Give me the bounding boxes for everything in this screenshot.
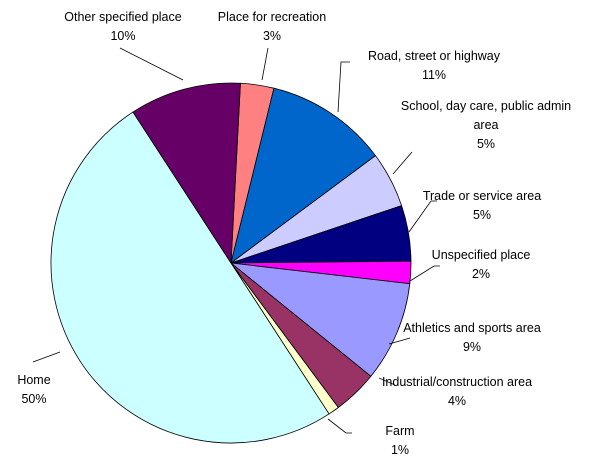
- slice-name: Athletics and sports area: [403, 321, 541, 335]
- slice-value: 5%: [472, 208, 492, 222]
- slice-value: 10%: [110, 29, 136, 43]
- slice-name: Industrial/construction area: [381, 375, 533, 389]
- slice-label: Industrial/construction area 4%: [382, 373, 532, 411]
- pie-slice: [229, 262, 411, 377]
- leader-line: [32, 351, 61, 363]
- leader-line: [408, 200, 437, 233]
- slice-label: Place for recreation 3%: [218, 8, 326, 46]
- slice-value: 3%: [262, 29, 282, 43]
- slice-value: 1%: [390, 443, 410, 457]
- slice-label: School, day care, public admin area 5%: [391, 97, 581, 154]
- leader-line: [392, 151, 413, 175]
- slice-value: 5%: [476, 137, 496, 151]
- slice-value: 9%: [462, 340, 482, 354]
- slice-name: School, day care, public admin area: [400, 99, 572, 132]
- leader-line: [409, 265, 440, 282]
- slice-name: Home: [17, 373, 51, 387]
- slice-label: Unspecified place 2%: [432, 246, 531, 284]
- slice-value: 2%: [471, 267, 491, 281]
- leader-line: [378, 377, 396, 386]
- leader-line: [327, 418, 352, 434]
- slice-name: Road, street or highway: [367, 49, 501, 63]
- pie-slice: [50, 111, 330, 444]
- slice-name: Other specified place: [64, 10, 182, 24]
- slice-value: 11%: [421, 68, 447, 82]
- leader-line: [261, 47, 269, 81]
- slice-label: Trade or service area 5%: [423, 187, 541, 225]
- slice-label: Road, street or highway 11%: [368, 47, 500, 85]
- leader-line: [119, 47, 184, 81]
- slice-label: Other specified place 10%: [64, 8, 181, 46]
- slice-name: Trade or service area: [422, 189, 542, 203]
- pie-slice: [230, 87, 377, 264]
- slice-label: Athletics and sports area 9%: [403, 319, 541, 357]
- slice-name: Farm: [385, 424, 415, 438]
- pie-slice: [132, 82, 241, 265]
- slice-label: Home 50%: [17, 371, 50, 409]
- slice-label: Farm 1%: [385, 422, 414, 460]
- leader-line: [388, 337, 411, 345]
- leader-line: [337, 61, 350, 113]
- slice-name: Unspecified place: [431, 248, 531, 262]
- slice-name: Place for recreation: [217, 10, 327, 24]
- slice-value: 4%: [447, 394, 467, 408]
- slice-value: 50%: [21, 392, 47, 406]
